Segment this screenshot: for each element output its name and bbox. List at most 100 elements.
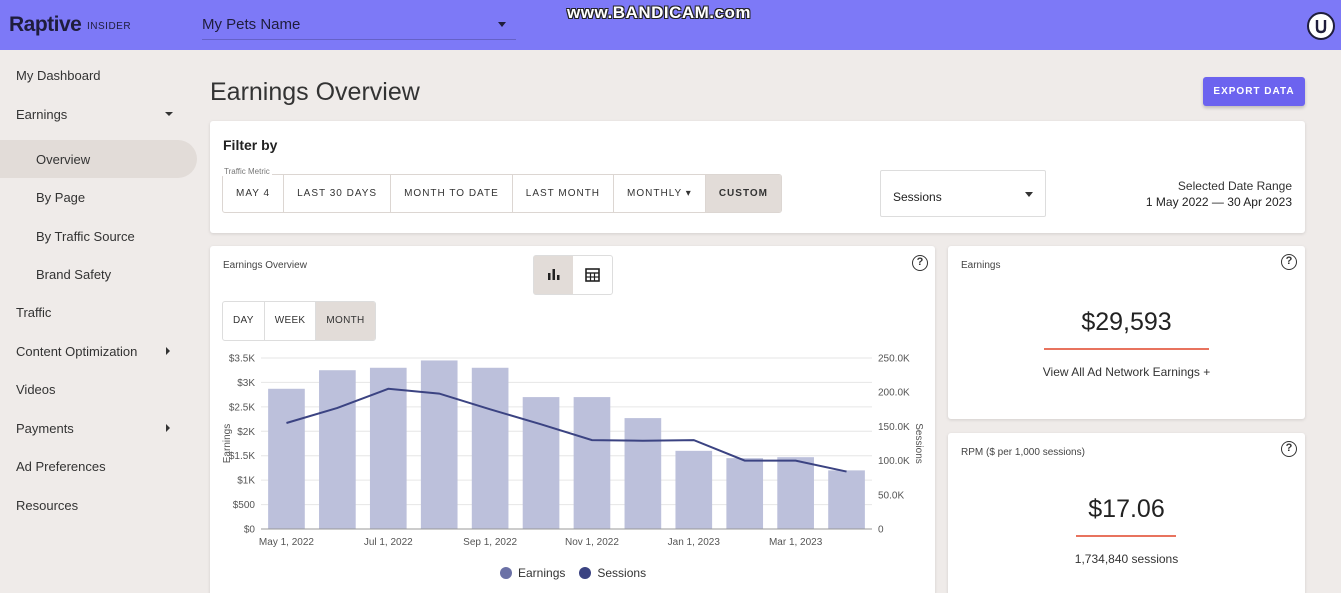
y-left-tick-label: $500 xyxy=(233,500,256,511)
sidebar-item-label: Overview xyxy=(36,152,91,167)
period-month-button[interactable]: MONTH xyxy=(316,302,375,340)
y-right-axis-title: Sessions xyxy=(913,423,924,464)
sidebar-item-label: Resources xyxy=(16,498,79,513)
legend-earnings[interactable]: Earnings xyxy=(500,566,565,580)
site-selector[interactable]: My Pets Name xyxy=(202,8,516,40)
sidebar-item-traffic[interactable]: Traffic xyxy=(0,293,197,331)
chart-card-title: Earnings Overview xyxy=(223,260,307,271)
bar-chart-view-button[interactable] xyxy=(534,256,573,294)
y-left-tick-label: $3K xyxy=(237,378,255,389)
sidebar-item-label: Ad Preferences xyxy=(16,459,106,474)
sidebar-item-by-page[interactable]: By Page xyxy=(0,178,197,216)
x-tick-label: May 1, 2022 xyxy=(259,537,314,548)
earnings-bar xyxy=(675,450,713,529)
help-icon[interactable]: ? xyxy=(912,255,928,271)
help-icon[interactable]: ? xyxy=(1281,254,1297,270)
earnings-bar xyxy=(573,397,611,529)
sidebar-item-label: Earnings xyxy=(16,107,68,122)
x-tick-label: Jul 1, 2022 xyxy=(364,537,413,548)
filter-month-to-date-button[interactable]: MONTH TO DATE xyxy=(391,175,513,212)
traffic-metric-value: Sessions xyxy=(893,190,942,204)
sessions-line xyxy=(286,387,847,473)
earnings-bar xyxy=(522,397,560,529)
date-filter-group: MAY 4 LAST 30 DAYS MONTH TO DATE LAST MO… xyxy=(222,174,782,213)
filter-may-4-button[interactable]: MAY 4 xyxy=(223,175,285,212)
y-right-tick-label: 150.0K xyxy=(878,422,910,433)
help-icon[interactable]: ? xyxy=(1281,441,1297,457)
sidebar-item-label: My Dashboard xyxy=(16,68,101,83)
value-underline xyxy=(1044,348,1209,350)
sidebar: My Dashboard Earnings Overview By Page B… xyxy=(0,50,200,593)
period-day-button[interactable]: DAY xyxy=(223,302,265,340)
filter-last-month-button[interactable]: LAST MONTH xyxy=(513,175,615,212)
logo[interactable]: Raptive xyxy=(9,13,82,36)
sidebar-item-earnings[interactable]: Earnings xyxy=(0,95,197,133)
sidebar-item-resources[interactable]: Resources xyxy=(0,486,197,524)
legend-label: Earnings xyxy=(518,566,566,580)
chevron-right-icon xyxy=(166,347,170,355)
earnings-bar xyxy=(471,367,509,529)
x-tick-label: Sep 1, 2022 xyxy=(463,537,517,548)
traffic-metric-label: Traffic Metric xyxy=(222,167,272,176)
earnings-bar xyxy=(777,457,814,529)
legend-swatch xyxy=(579,567,592,579)
earnings-bar xyxy=(268,388,305,529)
bar-chart-icon xyxy=(548,269,560,280)
sidebar-item-videos[interactable]: Videos xyxy=(0,370,197,408)
date-range-value: 1 May 2022 — 30 Apr 2023 xyxy=(1145,195,1292,209)
filter-panel: Filter by MAY 4 LAST 30 DAYS MONTH TO DA… xyxy=(210,121,1305,233)
site-name: My Pets Name xyxy=(202,16,301,33)
sidebar-item-ad-preferences[interactable]: Ad Preferences xyxy=(0,447,197,485)
x-tick-label: Nov 1, 2022 xyxy=(565,537,619,548)
period-week-button[interactable]: WEEK xyxy=(265,302,317,340)
earnings-bar xyxy=(369,367,407,529)
x-tick-label: Jan 1, 2023 xyxy=(668,537,721,548)
top-bar: Raptive INSIDER My Pets Name www.BANDICA… xyxy=(0,0,1341,50)
sidebar-item-label: Videos xyxy=(16,382,56,397)
earnings-bar xyxy=(319,370,356,529)
table-icon xyxy=(585,268,600,282)
filter-last-30-days-button[interactable]: LAST 30 DAYS xyxy=(284,175,392,212)
sidebar-item-content-optimization[interactable]: Content Optimization xyxy=(0,332,197,370)
chevron-down-icon xyxy=(1025,192,1033,197)
date-range-label: Selected Date Range xyxy=(1177,179,1292,193)
chevron-down-icon xyxy=(498,22,506,27)
sidebar-item-payments[interactable]: Payments xyxy=(0,409,197,447)
earnings-chart-card: Earnings Overview ? DAY WEEK MONTH $0 $50… xyxy=(210,246,935,593)
y-right-tick-label: 250.0K xyxy=(878,354,910,365)
filter-monthly-dropdown[interactable]: MONTHLY ▾ xyxy=(614,175,706,212)
y-right-tick-label: 100.0K xyxy=(878,456,910,467)
earnings-bar xyxy=(828,470,865,529)
y-left-tick-label: $2K xyxy=(237,427,255,438)
y-right-tick-label: 0 xyxy=(878,525,884,536)
sidebar-item-by-traffic-source[interactable]: By Traffic Source xyxy=(0,217,197,255)
value-underline xyxy=(1076,535,1176,537)
filter-custom-button[interactable]: CUSTOM xyxy=(705,175,781,212)
total-earnings-value: $29,593 xyxy=(1081,308,1172,336)
earnings-summary-card: Earnings ? $29,593 View All Ad Network E… xyxy=(948,246,1305,419)
sidebar-item-brand-safety[interactable]: Brand Safety xyxy=(0,255,197,293)
chevron-right-icon xyxy=(166,424,170,432)
table-view-button[interactable] xyxy=(573,256,612,294)
sidebar-item-label: Content Optimization xyxy=(16,344,138,359)
y-left-tick-label: $3.5K xyxy=(229,354,255,365)
sidebar-item-my-dashboard[interactable]: My Dashboard xyxy=(0,56,197,94)
rpm-summary-card: RPM ($ per 1,000 sessions) ? $17.06 1,73… xyxy=(948,433,1305,593)
legend-swatch xyxy=(500,567,512,579)
legend-sessions[interactable]: Sessions xyxy=(579,566,646,580)
earnings-bar xyxy=(624,418,662,529)
export-data-button[interactable]: EXPORT DATA xyxy=(1203,77,1305,106)
earnings-card-title: Earnings xyxy=(961,260,1001,271)
y-left-tick-label: $0 xyxy=(244,525,256,536)
y-left-tick-label: $1.5K xyxy=(229,451,255,462)
logo-subtitle: INSIDER xyxy=(87,21,132,32)
user-icon xyxy=(1315,20,1327,34)
traffic-metric-select[interactable]: Sessions xyxy=(880,170,1046,217)
sessions-count: 1,734,840 sessions xyxy=(1074,552,1179,566)
earnings-sessions-chart: $0 $500 $1K $1.5K $2K $2.5K $3K $3.5K 0 50.0K 100.… xyxy=(222,354,924,549)
legend-label: Sessions xyxy=(597,566,647,580)
avatar[interactable] xyxy=(1307,12,1335,40)
chart-view-toggle xyxy=(533,255,613,295)
sidebar-item-overview[interactable]: Overview xyxy=(0,140,197,178)
view-ad-network-earnings-link[interactable]: View All Ad Network Earnings + xyxy=(1042,365,1211,379)
